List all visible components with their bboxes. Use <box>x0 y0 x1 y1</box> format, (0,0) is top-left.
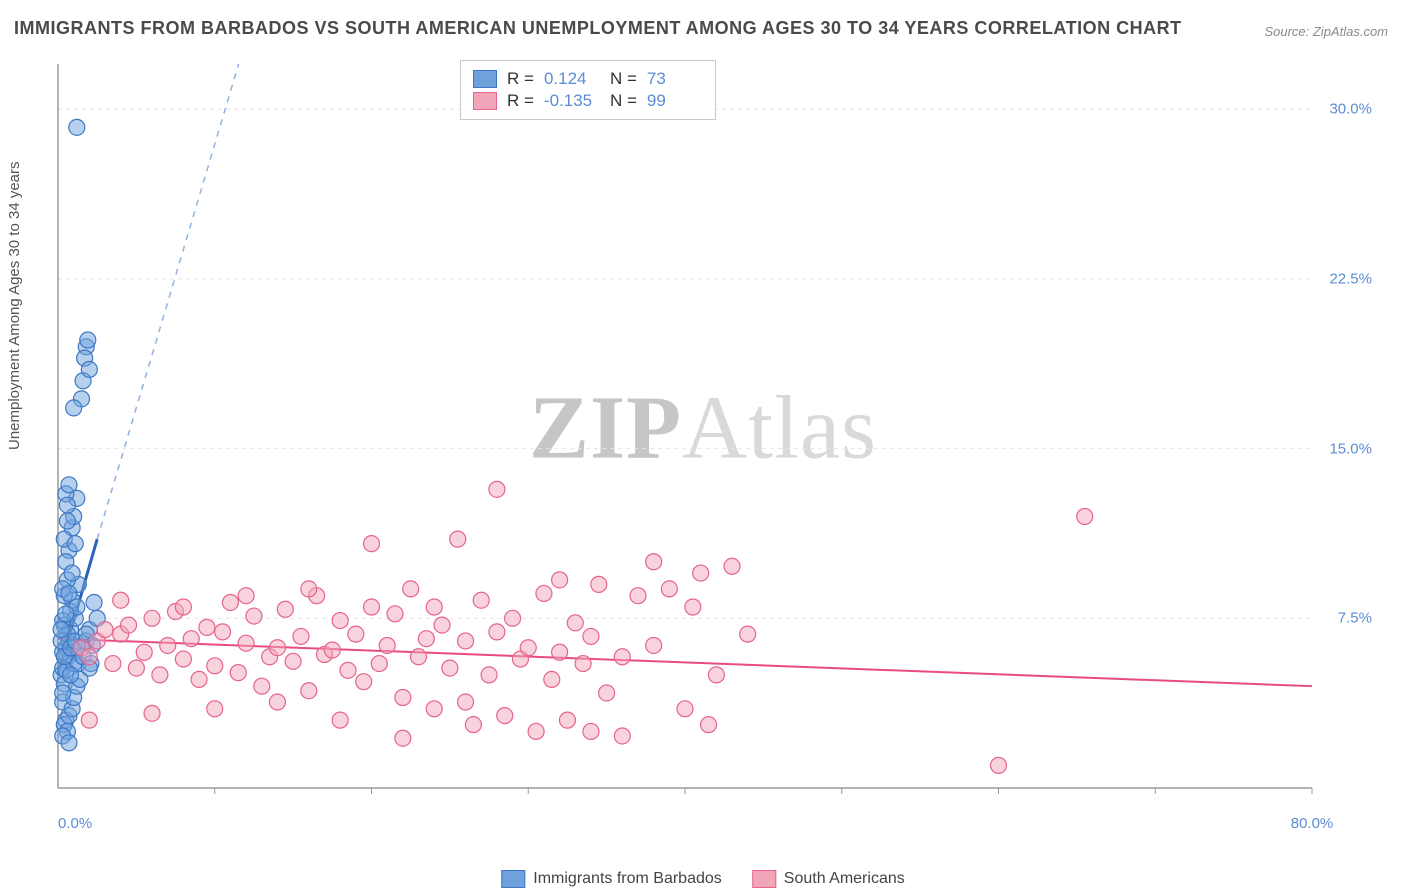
n-label: N = <box>610 69 637 89</box>
swatch-series-1 <box>473 92 497 110</box>
n-value-0: 73 <box>647 69 703 89</box>
legend-series: Immigrants from Barbados South Americans <box>501 870 904 888</box>
legend-label-1: South Americans <box>784 870 905 888</box>
legend-label-0: Immigrants from Barbados <box>533 870 722 888</box>
legend-stats-row-1: R = -0.135 N = 99 <box>473 91 703 111</box>
legend-item-0: Immigrants from Barbados <box>501 870 722 888</box>
source-label: Source: ZipAtlas.com <box>1264 24 1388 39</box>
legend-stats-row-0: R = 0.124 N = 73 <box>473 69 703 89</box>
r-value-0: 0.124 <box>544 69 600 89</box>
n-value-1: 99 <box>647 91 703 111</box>
r-label: R = <box>507 69 534 89</box>
swatch-bottom-0 <box>501 870 525 888</box>
xtick-label: 80.0% <box>1291 815 1334 832</box>
r-value-1: -0.135 <box>544 91 600 111</box>
swatch-series-0 <box>473 70 497 88</box>
ytick-label: 22.5% <box>1329 270 1372 287</box>
y-axis-label: Unemployment Among Ages 30 to 34 years <box>6 161 23 450</box>
n-label: N = <box>610 91 637 111</box>
r-label: R = <box>507 91 534 111</box>
scatter-plot: 7.5%15.0%22.5%30.0%0.0%80.0% <box>52 58 1382 828</box>
ytick-label: 7.5% <box>1338 610 1372 627</box>
ytick-label: 30.0% <box>1329 101 1372 118</box>
legend-item-1: South Americans <box>752 870 905 888</box>
ytick-label: 15.0% <box>1329 440 1372 457</box>
xtick-label: 0.0% <box>58 815 92 832</box>
swatch-bottom-1 <box>752 870 776 888</box>
plot-svg <box>52 58 1382 828</box>
legend-stats: R = 0.124 N = 73 R = -0.135 N = 99 <box>460 60 716 120</box>
chart-title: IMMIGRANTS FROM BARBADOS VS SOUTH AMERIC… <box>14 18 1182 39</box>
